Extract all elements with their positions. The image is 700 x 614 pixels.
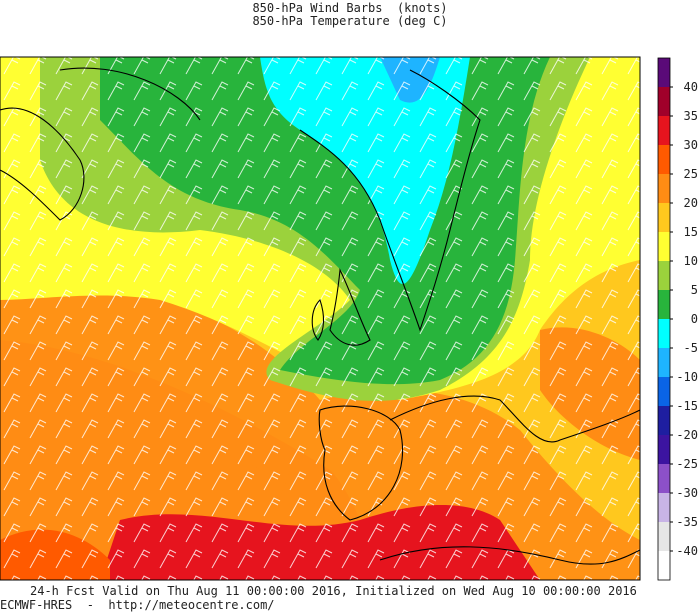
- colorbar-label: 35: [684, 109, 698, 123]
- colorbar-label: 20: [684, 196, 698, 210]
- colorbar-segment: [658, 348, 670, 377]
- colorbar-label: 25: [684, 167, 698, 181]
- colorbar-label: 15: [684, 225, 698, 239]
- colorbar-segment: [658, 261, 670, 290]
- colorbar-segment: [658, 290, 670, 319]
- title: 850-hPa Wind Barbs (knots): [252, 1, 447, 15]
- colorbar-segment: [658, 116, 670, 145]
- colorbar-segment: [658, 406, 670, 435]
- temperature-map: [0, 57, 640, 580]
- colorbar-label: 10: [684, 254, 698, 268]
- colorbar-segment: [658, 174, 670, 203]
- colorbar-label: -15: [676, 399, 698, 413]
- footer-source: ECMWF-HRES - http://meteocentre.com/: [0, 598, 275, 612]
- colorbar-label: -30: [676, 486, 698, 500]
- colorbar-label: 5: [691, 283, 698, 297]
- colorbar-label: -20: [676, 428, 698, 442]
- colorbar-label: -10: [676, 370, 698, 384]
- colorbar-segment: [658, 464, 670, 493]
- colorbar: 40 35 30 25 20 15 10 5 0 -5 -10 -15 -20 -25 -30 -35 -40: [657, 57, 698, 581]
- map-frame: [0, 56, 641, 581]
- colorbar-label: 30: [684, 138, 698, 152]
- colorbar-label: -25: [676, 457, 698, 471]
- colorbar-label: 0: [691, 312, 698, 326]
- colorbar-segment: [658, 377, 670, 406]
- colorbar-segment: [658, 232, 670, 261]
- colorbar-label: -40: [676, 544, 698, 558]
- footer-valid: 24-h Fcst Valid on Thu Aug 11 00:00:00 2…: [30, 584, 637, 598]
- colorbar-segment: [658, 58, 670, 87]
- subtitle: 850-hPa Temperature (deg C): [252, 14, 447, 28]
- colorbar-label: 40: [684, 80, 698, 94]
- colorbar-segment: [658, 87, 670, 116]
- colorbar-segment: [658, 145, 670, 174]
- colorbar-label: -5: [684, 341, 698, 355]
- colorbar-segment: [658, 493, 670, 522]
- colorbar-segment: [658, 551, 670, 580]
- colorbar-segment: [658, 435, 670, 464]
- colorbar-segment: [658, 319, 670, 348]
- colorbar-label: -35: [676, 515, 698, 529]
- colorbar-segment: [658, 522, 670, 551]
- colorbar-segment: [658, 203, 670, 232]
